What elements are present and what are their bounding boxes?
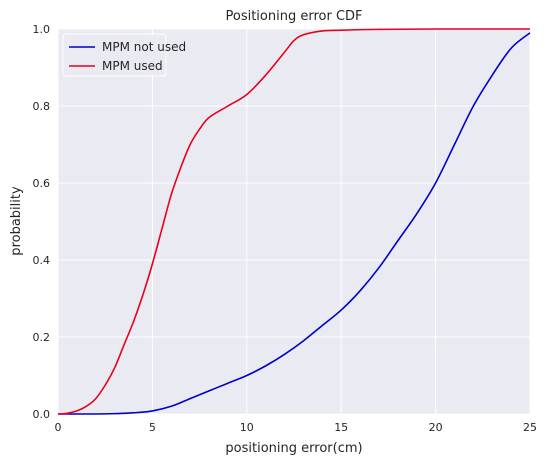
x-tick-label: 10 bbox=[240, 421, 254, 434]
y-tick-label: 0.4 bbox=[33, 254, 51, 267]
y-tick-label: 1.0 bbox=[33, 23, 51, 36]
chart-title: Positioning error CDF bbox=[225, 9, 362, 24]
tick-labels: 0 5 10 15 20 25 0.0 0.2 0.4 0.6 0.8 1.0 bbox=[33, 23, 538, 434]
y-axis-label: probability bbox=[9, 186, 24, 256]
y-tick-label: 0.8 bbox=[33, 100, 51, 113]
series-line-mpm-not-used bbox=[57, 32, 531, 415]
x-axis-label: positioning error(cm) bbox=[225, 441, 362, 456]
x-tick-label: 20 bbox=[429, 421, 443, 434]
x-tick-label: 5 bbox=[149, 421, 156, 434]
plot-background bbox=[58, 29, 530, 414]
y-tick-label: 0.6 bbox=[33, 177, 51, 190]
series-layer bbox=[57, 28, 531, 415]
x-tick-label: 15 bbox=[334, 421, 348, 434]
x-tick-label: 25 bbox=[523, 421, 537, 434]
legend: MPM not used MPM used bbox=[62, 33, 186, 77]
y-tick-label: 0.2 bbox=[33, 331, 51, 344]
y-tick-label: 0.0 bbox=[33, 408, 51, 421]
series-line-mpm-used bbox=[57, 28, 530, 415]
grid-lines bbox=[57, 28, 531, 415]
legend-label-mpm-not-used: MPM not used bbox=[102, 40, 186, 54]
legend-label-mpm-used: MPM used bbox=[102, 59, 163, 73]
x-tick-label: 0 bbox=[55, 421, 62, 434]
